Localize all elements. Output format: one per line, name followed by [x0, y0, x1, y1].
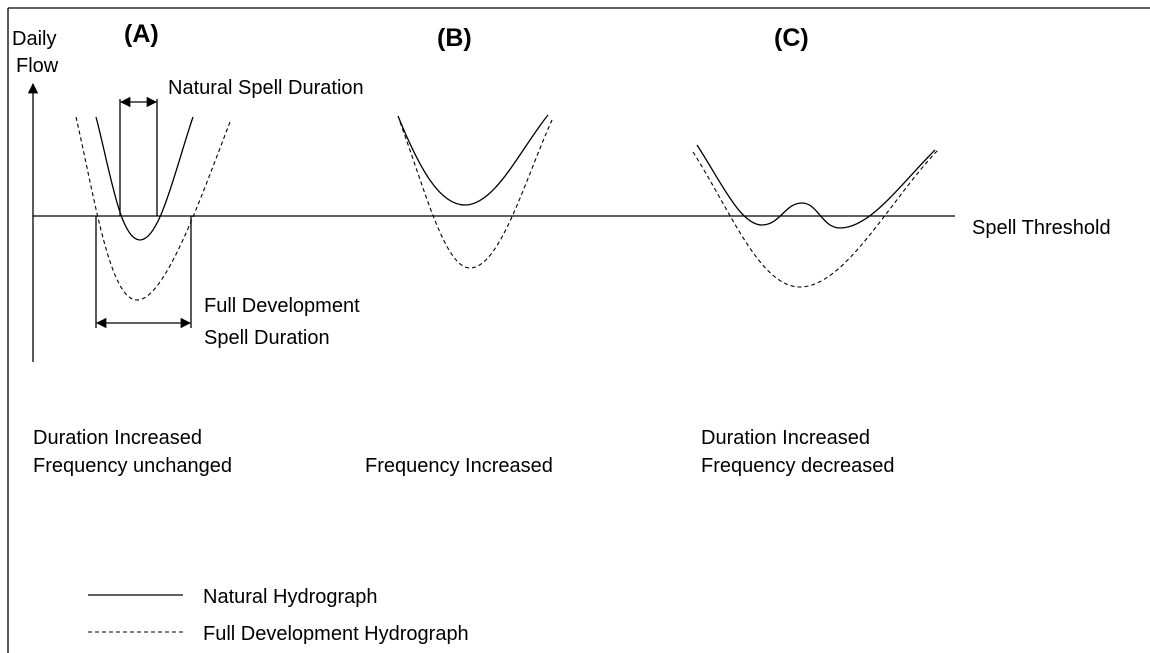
panel-label: (B) — [437, 24, 472, 52]
caption: Frequency Increased — [365, 455, 553, 477]
full-dev-hydrograph — [399, 119, 553, 269]
panel-label: (A) — [124, 20, 159, 48]
natural-hydrograph — [95, 116, 194, 241]
annotation: Full Development — [204, 295, 360, 317]
caption: Frequency unchanged — [33, 455, 232, 477]
legend-label: Full Development Hydrograph — [203, 623, 469, 645]
caption: Duration Increased — [701, 427, 870, 449]
full-dev-hydrograph — [692, 149, 939, 288]
natural-hydrograph — [397, 114, 549, 206]
full-dev-hydrograph — [75, 116, 231, 301]
caption: Duration Increased — [33, 427, 202, 449]
axis-label: Flow — [16, 55, 59, 77]
annotation: Spell Duration — [204, 327, 330, 349]
axis-label: Daily — [12, 28, 56, 50]
natural-hydrograph — [696, 144, 936, 229]
annotation: Natural Spell Duration — [168, 77, 364, 99]
threshold-label: Spell Threshold — [972, 217, 1111, 239]
panel-label: (C) — [774, 24, 809, 52]
caption: Frequency decreased — [701, 455, 894, 477]
legend-label: Natural Hydrograph — [203, 586, 378, 608]
